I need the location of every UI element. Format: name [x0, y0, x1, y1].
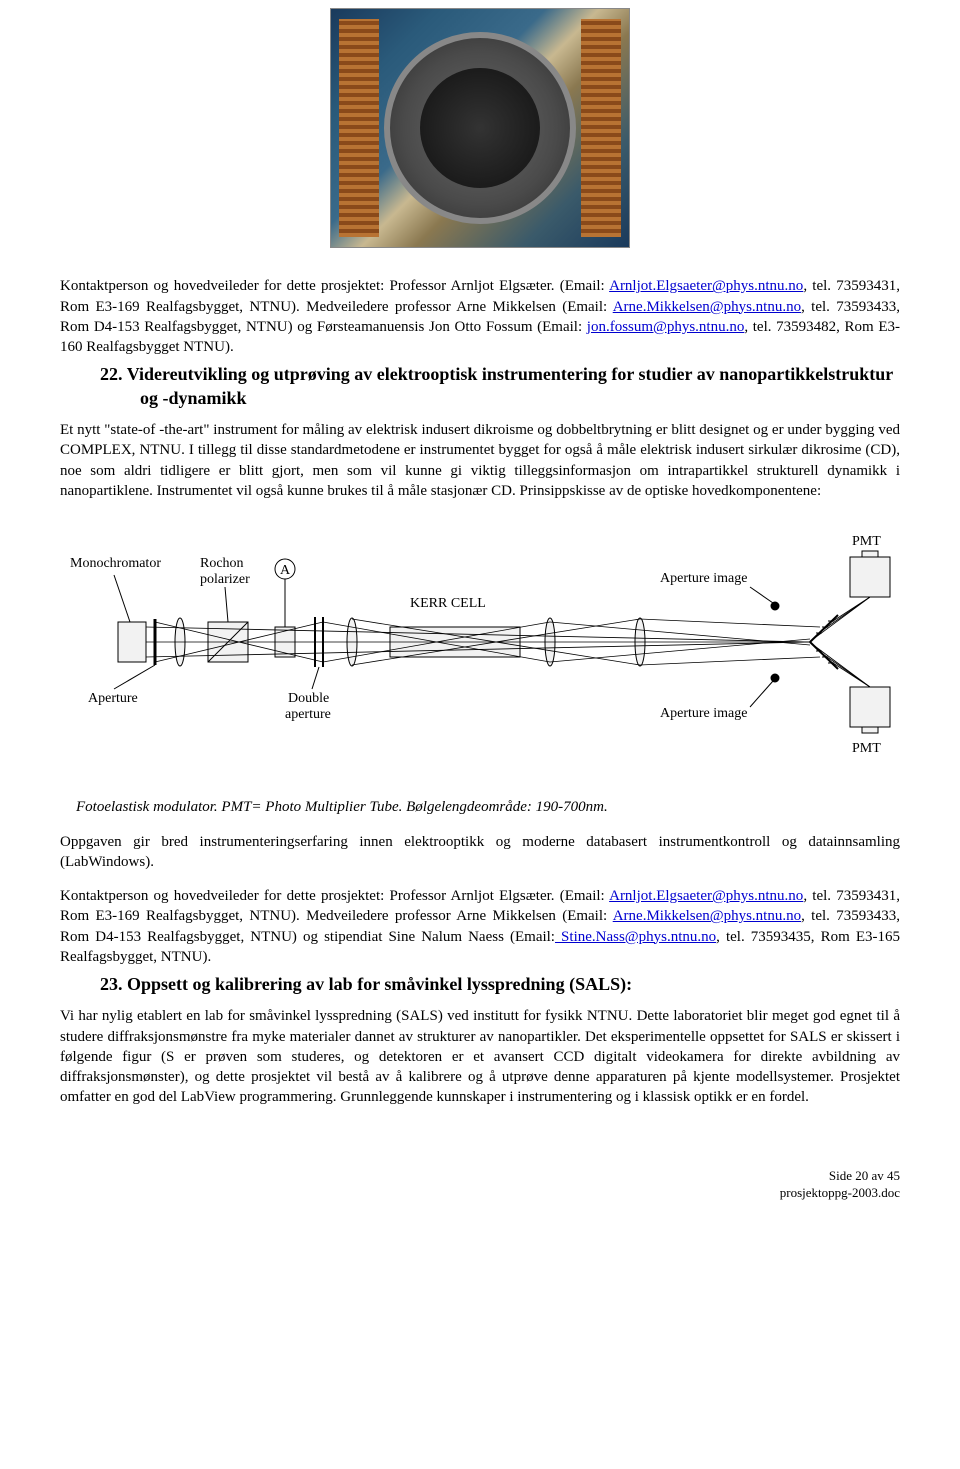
- optical-diagram: Monochromator Rochon polarizer A KERR CE…: [60, 527, 900, 757]
- label-pmt-2: PMT: [852, 741, 881, 756]
- contact1-email1-link[interactable]: Arnljot.Elgsaeter@phys.ntnu.no: [609, 278, 803, 294]
- label-kerr: KERR CELL: [410, 596, 486, 611]
- contact-paragraph-1: Kontaktperson og hovedveileder for dette…: [60, 276, 900, 357]
- contact-paragraph-2: Kontaktperson og hovedveileder for dette…: [60, 886, 900, 967]
- contact2-email1-link[interactable]: Arnljot.Elgsaeter@phys.ntnu.no: [609, 888, 803, 904]
- contact2-email3-link[interactable]: Stine.Nass@phys.ntnu.no: [555, 929, 716, 945]
- equipment-photo-container: [60, 8, 900, 254]
- diagram-caption: Fotoelastisk modulator. PMT= Photo Multi…: [76, 797, 900, 817]
- label-rochon-2: polarizer: [200, 572, 250, 587]
- heading-22-title: Videreutvikling og utprøving av elektroo…: [127, 364, 893, 407]
- label-aperture: Aperture: [88, 691, 138, 706]
- label-a: A: [280, 563, 291, 578]
- label-pmt-1: PMT: [852, 534, 881, 549]
- page-footer: Side 20 av 45 prosjektoppg-2003.doc: [60, 1168, 900, 1202]
- contact1-intro: Kontaktperson og hovedveileder for dette…: [60, 278, 609, 294]
- heading-23-title: Oppsett og kalibrering av lab for småvin…: [127, 974, 632, 994]
- optical-diagram-container: Monochromator Rochon polarizer A KERR CE…: [60, 527, 900, 763]
- heading-23: 23. Oppsett og kalibrering av lab for sm…: [100, 973, 900, 996]
- equipment-photo: [330, 8, 630, 248]
- heading-22: 22. Videreutvikling og utprøving av elek…: [100, 363, 900, 410]
- body-22: Et nytt "state-of -the-art" instrument f…: [60, 420, 900, 501]
- label-rochon-1: Rochon: [200, 556, 244, 571]
- heading-23-num: 23.: [100, 974, 123, 994]
- contact1-email3-link[interactable]: jon.fossum@phys.ntnu.no: [587, 319, 745, 335]
- contact2-email2-link[interactable]: Arne.Mikkelsen@phys.ntnu.no: [613, 908, 801, 924]
- label-aperture-image-1: Aperture image: [660, 571, 747, 586]
- heading-22-num: 22.: [100, 364, 123, 384]
- footer-filename: prosjektoppg-2003.doc: [60, 1185, 900, 1202]
- photo-coil-right: [581, 19, 621, 237]
- label-double-2: aperture: [285, 707, 331, 722]
- label-aperture-image-2: Aperture image: [660, 706, 747, 721]
- footer-page-number: Side 20 av 45: [60, 1168, 900, 1185]
- contact1-email2-link[interactable]: Arne.Mikkelsen@phys.ntnu.no: [613, 299, 801, 315]
- photo-coil-left: [339, 19, 379, 237]
- label-double-1: Double: [288, 691, 329, 706]
- body-22b: Oppgaven gir bred instrumenteringserfari…: [60, 832, 900, 873]
- contact2-intro: Kontaktperson og hovedveileder for dette…: [60, 888, 609, 904]
- label-monochromator: Monochromator: [70, 556, 161, 571]
- body-23: Vi har nylig etablert en lab for småvink…: [60, 1006, 900, 1107]
